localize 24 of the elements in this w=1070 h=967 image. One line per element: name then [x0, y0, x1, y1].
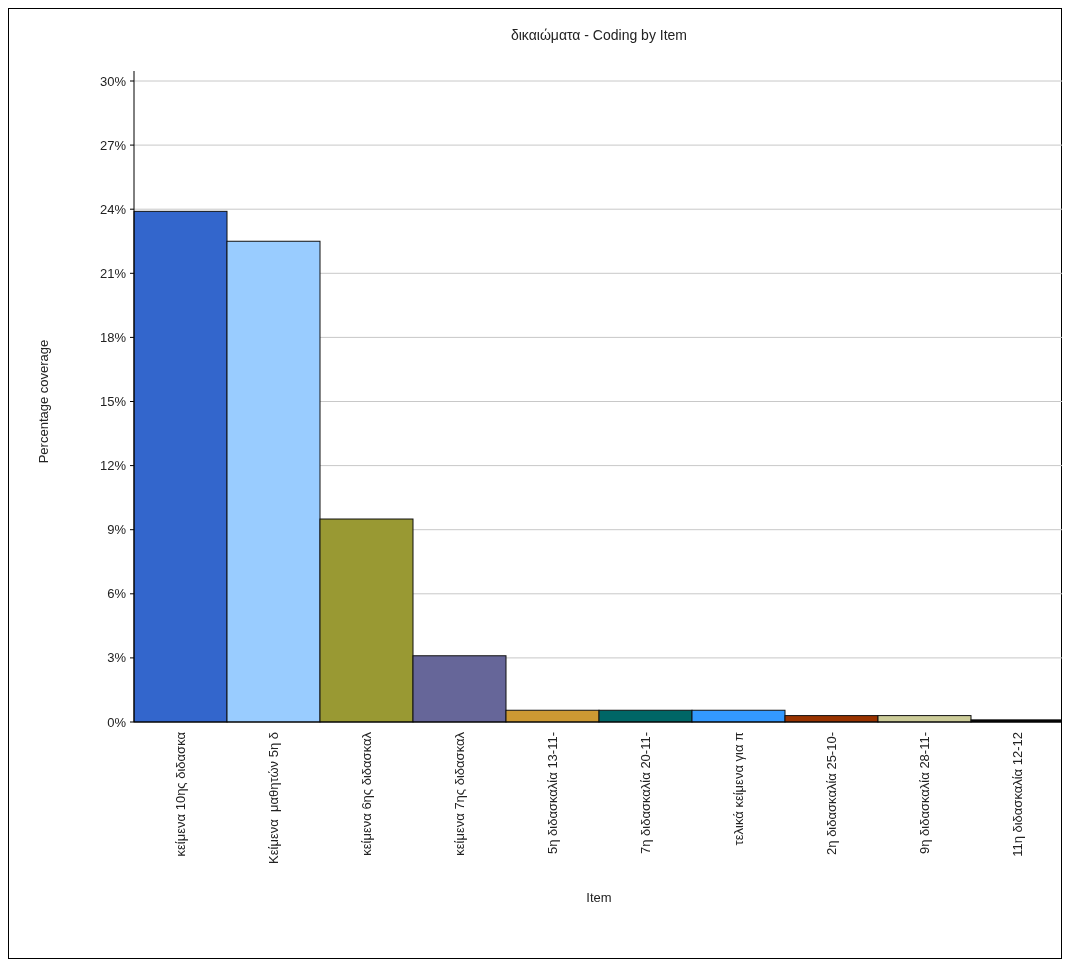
y-tick-label: 9%	[107, 522, 127, 538]
y-tick-label: 24%	[99, 201, 127, 217]
x-tick-label: 7η διδασκαλία 20-11-	[638, 732, 654, 854]
x-tick-label: κείμενα 7ης διδασκαλ	[452, 731, 468, 856]
x-tick-label: τελικά κείμενα για π	[731, 731, 747, 846]
y-tick-label: 6%	[107, 586, 127, 602]
y-tick-label: 12%	[99, 458, 127, 474]
x-tick-label: 11η διδασκαλία 12-12	[1010, 732, 1026, 857]
chart-title: δικαιώματα - Coding by Item	[510, 27, 688, 43]
x-tick-label: Κείμενα μαθητών 5η δ	[266, 732, 282, 864]
y-tick-label: 0%	[107, 714, 127, 730]
x-tick-label: κείμενα 10ης διδασκα	[173, 731, 189, 857]
y-tick-label: 15%	[99, 394, 127, 410]
x-axis-title: Item	[586, 890, 612, 905]
y-tick-label: 18%	[99, 329, 127, 345]
x-tick-label: 5η διδασκαλία 13-11-	[545, 732, 561, 854]
y-axis-title: Percentage coverage	[36, 339, 51, 464]
y-tick-label: 3%	[107, 650, 127, 666]
y-tick-label: 27%	[99, 137, 127, 153]
x-tick-label: 9η διδασκαλία 28-11-	[917, 732, 933, 854]
x-tick-label: κείμενα 6ης διδασκαλ	[359, 731, 375, 856]
x-tick-label: 2η διδασκαλία 25-10-	[824, 732, 840, 855]
y-tick-label: 30%	[99, 73, 127, 89]
y-tick-label: 21%	[99, 265, 127, 281]
